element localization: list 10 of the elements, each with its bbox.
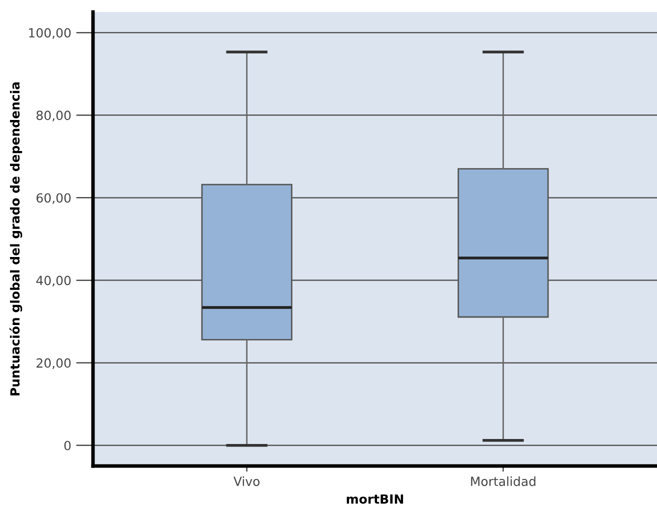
y-tick-label: 80,00 — [36, 110, 71, 122]
y-tick-label: 0 — [64, 440, 71, 450]
y-tick-label: 20,00 — [36, 358, 71, 370]
y-tick-label: 100,00 — [29, 28, 71, 39]
y-tick-label: 60,00 — [36, 193, 71, 204]
y-tick-label: 40,00 — [36, 276, 71, 286]
x-tick-label: Mortalidad — [471, 476, 536, 486]
x-axis-title: mortBIN — [346, 494, 404, 504]
x-tick-label: Vivo — [234, 476, 260, 486]
y-axis-title: Puntuación global del grado de dependencia — [9, 82, 22, 396]
